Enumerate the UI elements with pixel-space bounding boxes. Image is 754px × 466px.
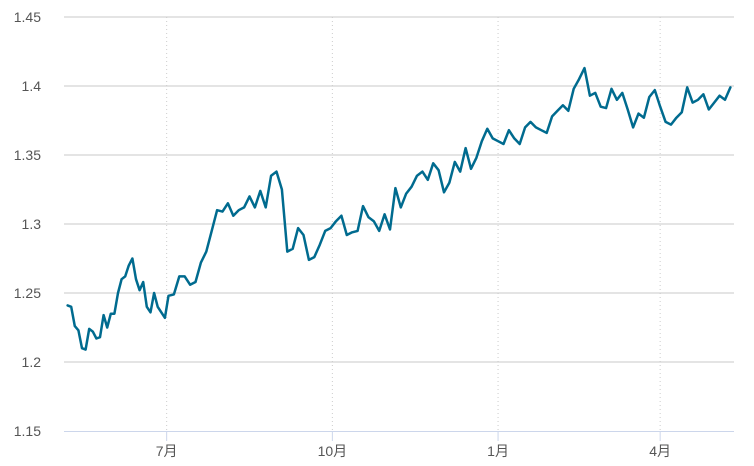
y-tick-label: 1.3 <box>22 216 42 232</box>
vertical-gridlines <box>166 17 661 431</box>
x-tick-label: 7月 <box>156 443 178 459</box>
y-tick-label: 1.35 <box>14 147 41 163</box>
x-tick-label: 1月 <box>487 443 509 459</box>
y-tick-label: 1.2 <box>22 354 42 370</box>
x-axis-labels: 7月 10月 1月 4月 <box>156 443 671 459</box>
y-tick-label: 1.25 <box>14 285 41 301</box>
y-tick-label: 1.45 <box>14 9 41 25</box>
y-tick-label: 1.4 <box>22 78 42 94</box>
x-tick-label: 10月 <box>318 443 348 459</box>
y-tick-label: 1.15 <box>14 423 41 439</box>
x-tick-label: 4月 <box>649 443 671 459</box>
series-line <box>66 66 732 351</box>
horizontal-gridlines <box>64 16 734 363</box>
y-axis-labels: 1.45 1.4 1.35 1.3 1.25 1.2 1.15 <box>14 9 41 439</box>
x-axis-ticks <box>166 431 661 441</box>
